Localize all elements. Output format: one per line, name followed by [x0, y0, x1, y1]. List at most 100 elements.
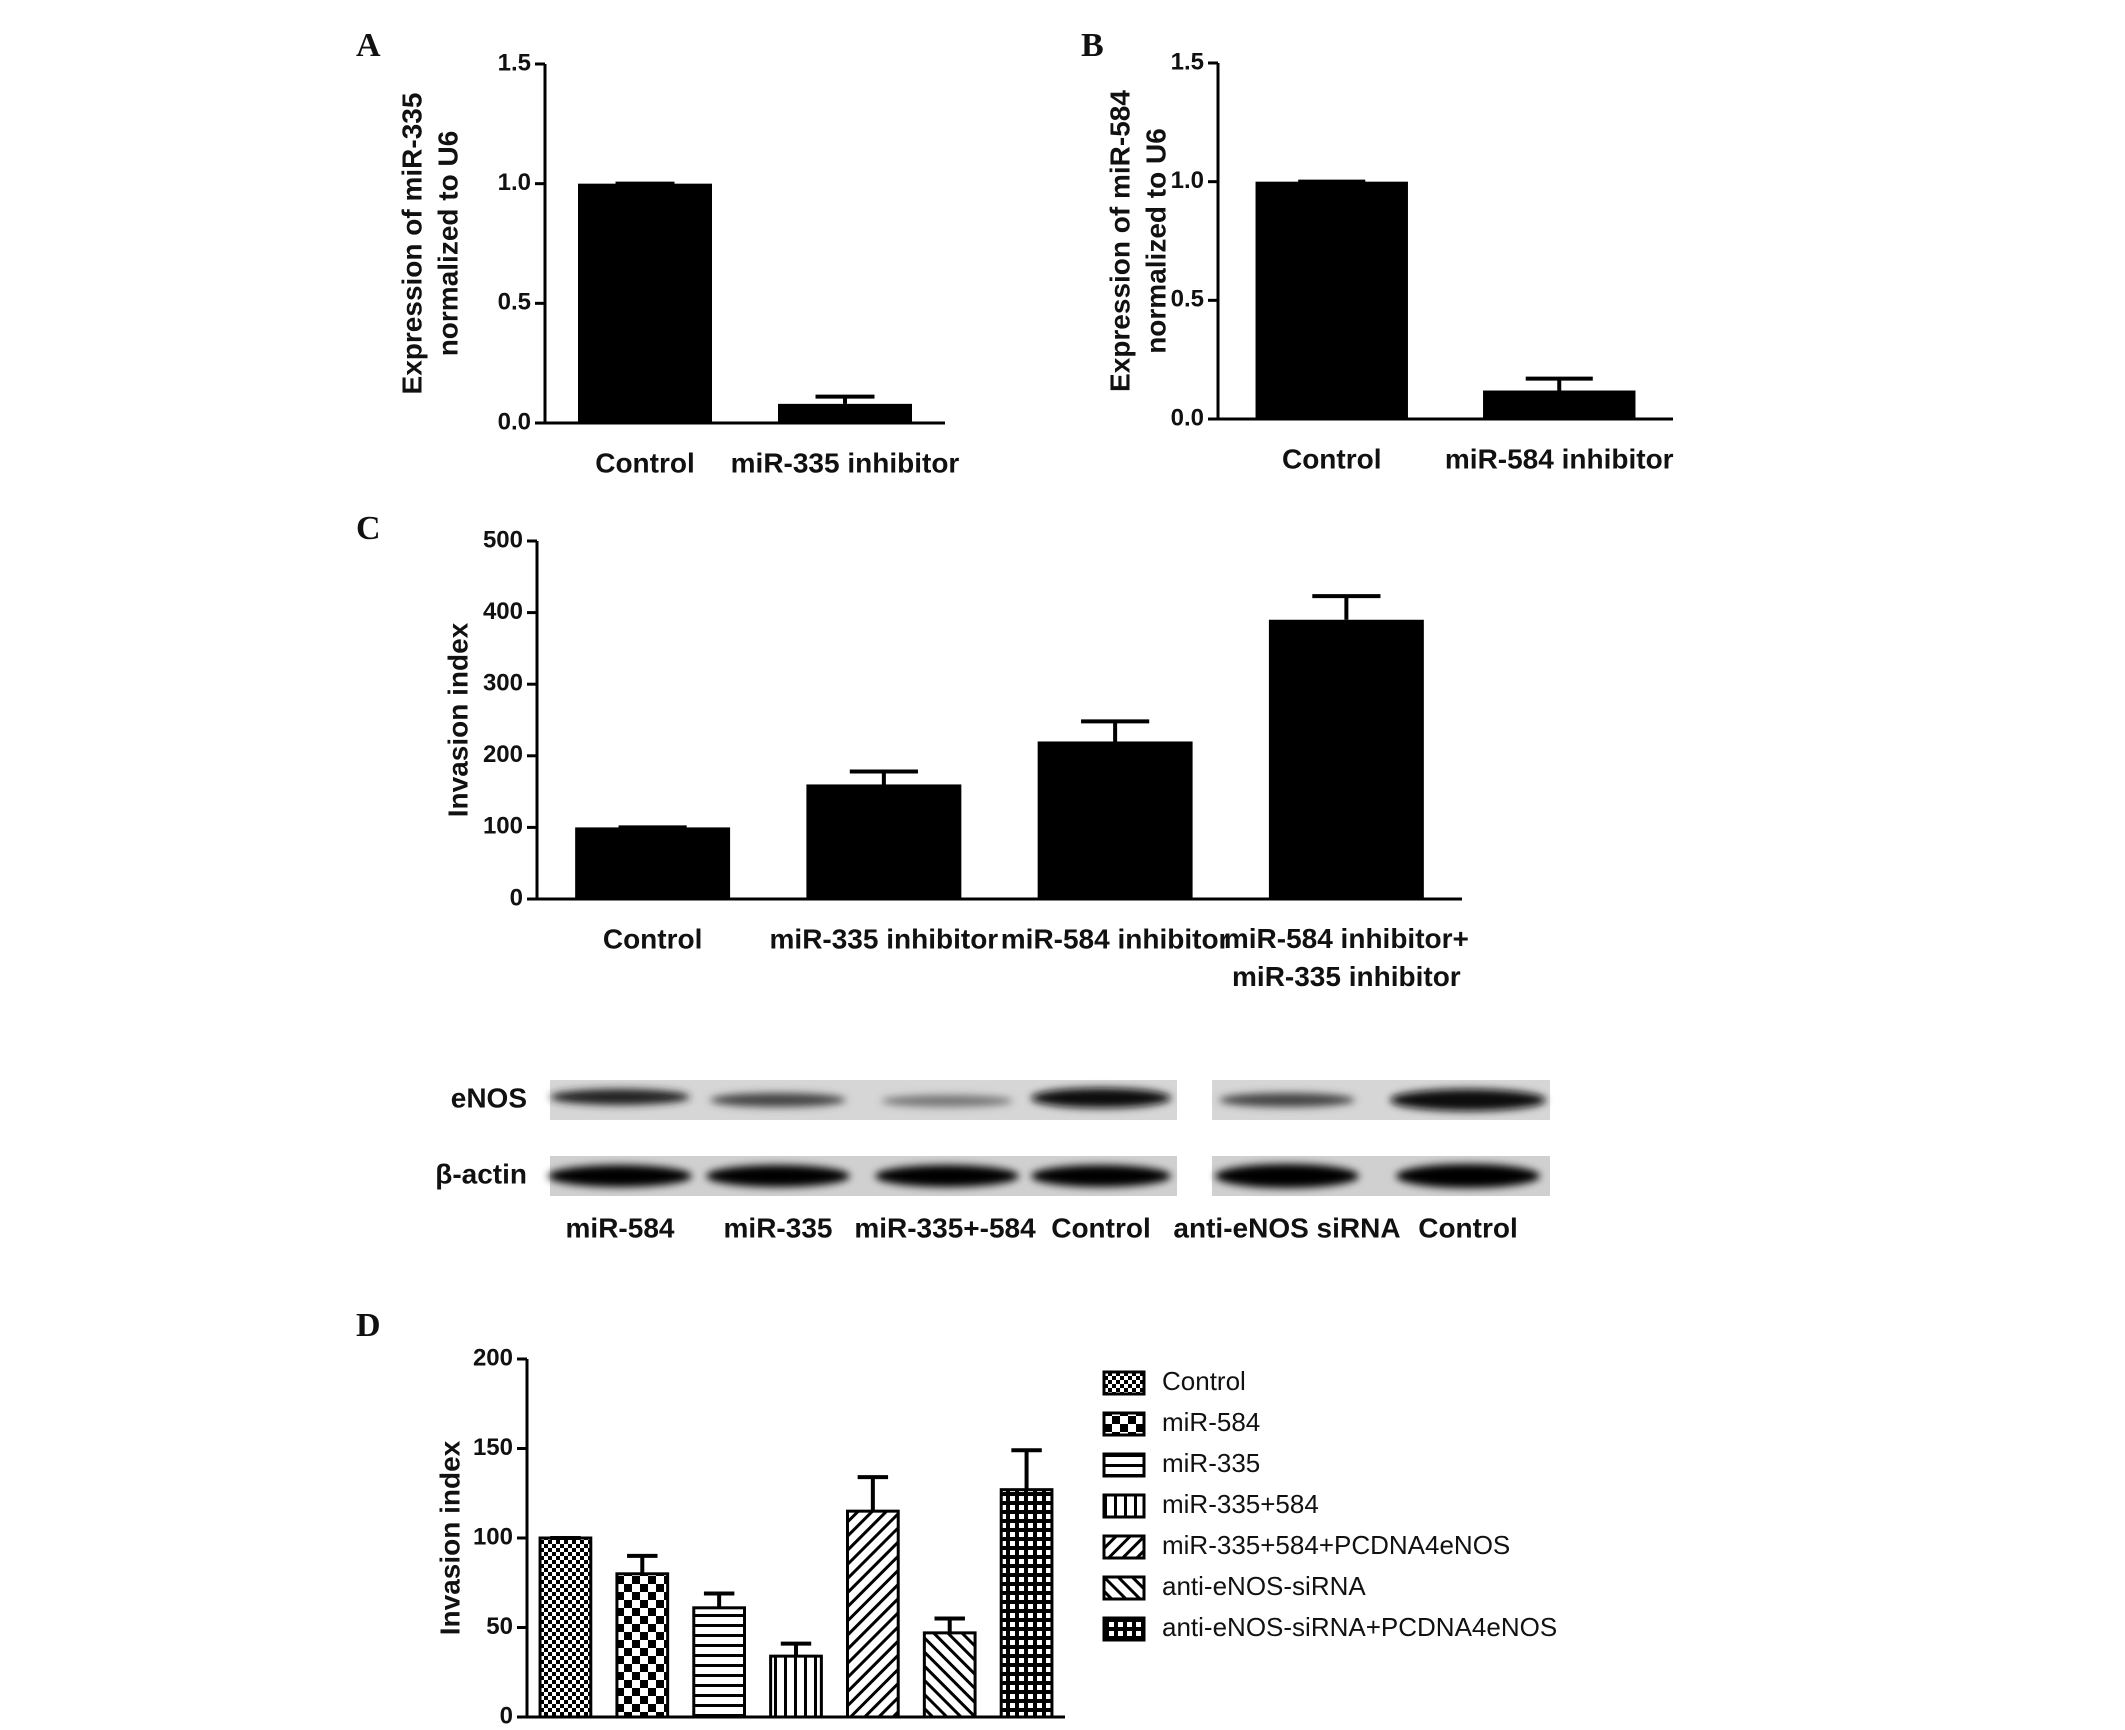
x-tick-label: miR-584 inhibitor	[1445, 443, 1674, 474]
blot-band	[1219, 1093, 1355, 1107]
x-tick-label: miR-584 inhibitor+ miR-335 inhibitor	[1224, 923, 1469, 992]
error-bar	[1011, 1448, 1042, 1490]
legend-swatch	[1102, 1616, 1146, 1642]
blot-row-label: β-actin	[435, 1158, 527, 1189]
bar	[1255, 181, 1408, 419]
bar	[1268, 619, 1424, 899]
y-tick-label: 300	[483, 670, 523, 697]
y-tick-label: 100	[473, 1523, 513, 1550]
blot-band	[881, 1095, 1013, 1107]
legend-label: miR-335+584+PCDNA4eNOS	[1162, 1530, 1510, 1560]
blot-band	[1390, 1089, 1546, 1111]
y-tick-label: 0	[510, 884, 523, 911]
legend-swatch	[1102, 1493, 1146, 1519]
bar	[778, 403, 912, 423]
y-axis-label: normalized to U6	[1140, 128, 1171, 354]
y-tick-label: 1.0	[498, 169, 531, 196]
blot-band	[1215, 1164, 1359, 1188]
y-tick-label: 150	[473, 1434, 513, 1461]
y-axis-label: Invasion index	[434, 1440, 465, 1635]
blot-band	[706, 1165, 850, 1187]
y-tick-label: 0.5	[498, 289, 531, 316]
blot-lane-label: miR-335+-584	[854, 1212, 1036, 1243]
x-tick-label: Control	[595, 447, 695, 478]
panel-label: A	[356, 27, 381, 64]
bar	[538, 1536, 593, 1719]
x-tick-label: miR-335 inhibitor	[770, 923, 999, 954]
error-bar	[703, 1591, 735, 1608]
blot-band	[548, 1165, 692, 1187]
y-tick-label: 1.0	[1171, 167, 1204, 194]
error-bar	[857, 1475, 889, 1512]
x-tick-label: miR-335 inhibitor	[731, 447, 960, 478]
y-tick-label: 100	[483, 813, 523, 840]
legend-label: Control	[1162, 1366, 1246, 1396]
error-bar	[780, 1641, 812, 1657]
error-bar	[627, 1553, 658, 1574]
x-tick-label: Control	[603, 923, 703, 954]
legend-label: anti-eNOS-siRNA+PCDNA4eNOS	[1162, 1612, 1557, 1642]
y-tick-label: 1.5	[498, 49, 531, 76]
legend-swatch	[1102, 1534, 1146, 1560]
error-bar	[815, 394, 875, 404]
blot-row-label: eNOS	[451, 1082, 527, 1113]
y-tick-label: 400	[483, 598, 523, 625]
blot-lane-label: Control	[1051, 1212, 1151, 1243]
blot-band	[550, 1089, 690, 1105]
western-blot: eNOS β-actin miR-584 miR-335 miR-335+-58…	[435, 1080, 1550, 1243]
bar	[806, 784, 962, 899]
bar	[692, 1606, 747, 1719]
panel-label: B	[1081, 27, 1104, 64]
blot-band	[1396, 1164, 1540, 1188]
legend-label: miR-335+584	[1162, 1489, 1319, 1519]
y-tick-label: 500	[483, 526, 523, 553]
blot-lane-label: miR-335	[724, 1212, 833, 1243]
legend-swatch	[1102, 1411, 1146, 1437]
blot-band	[875, 1165, 1019, 1187]
y-axis-label: normalized to U6	[432, 131, 463, 357]
y-tick-label: 0.0	[498, 408, 531, 435]
error-bar	[849, 769, 918, 785]
bar	[999, 1488, 1054, 1719]
bar	[575, 827, 731, 899]
bar	[1037, 741, 1193, 899]
error-bar	[934, 1616, 965, 1633]
bar	[922, 1631, 977, 1719]
x-tick-label: Control	[1282, 443, 1382, 474]
legend-label: miR-335	[1162, 1448, 1260, 1478]
panel-label: D	[356, 1307, 381, 1344]
legend-swatch	[1102, 1575, 1146, 1601]
blot-lane-label: Control	[1418, 1212, 1518, 1243]
bar	[578, 183, 712, 423]
blot-lane-label: miR-584	[566, 1212, 675, 1243]
bar	[615, 1572, 670, 1719]
error-bar	[1312, 594, 1381, 620]
y-tick-label: 50	[486, 1613, 513, 1640]
bar	[845, 1509, 900, 1719]
error-bar	[1525, 376, 1593, 391]
x-tick-label: miR-584 inhibitor	[1001, 923, 1230, 954]
y-tick-label: 1.5	[1171, 48, 1204, 75]
y-axis-label: Expression of miR-335	[396, 93, 427, 395]
bar	[1483, 390, 1636, 419]
blot-band	[710, 1093, 846, 1107]
error-bar	[1081, 719, 1150, 742]
y-axis-label: Expression of miR-584	[1104, 90, 1135, 392]
y-axis-label: Invasion index	[442, 622, 473, 817]
y-tick-label: 0	[500, 1702, 513, 1729]
bar	[769, 1654, 823, 1719]
y-tick-label: 0.5	[1171, 286, 1204, 313]
legend-label: miR-584	[1162, 1407, 1260, 1437]
y-tick-label: 200	[483, 741, 523, 768]
blot-lane-label: anti-eNOS siRNA	[1173, 1212, 1400, 1243]
legend-swatch	[1102, 1452, 1146, 1478]
legend-label: anti-eNOS-siRNA	[1162, 1571, 1366, 1601]
blot-band	[1031, 1088, 1171, 1108]
legend-swatch	[1102, 1370, 1146, 1396]
blot-band	[1031, 1165, 1171, 1187]
y-tick-label: 200	[473, 1344, 513, 1371]
y-tick-label: 0.0	[1171, 404, 1204, 431]
panel-label: C	[356, 510, 381, 547]
